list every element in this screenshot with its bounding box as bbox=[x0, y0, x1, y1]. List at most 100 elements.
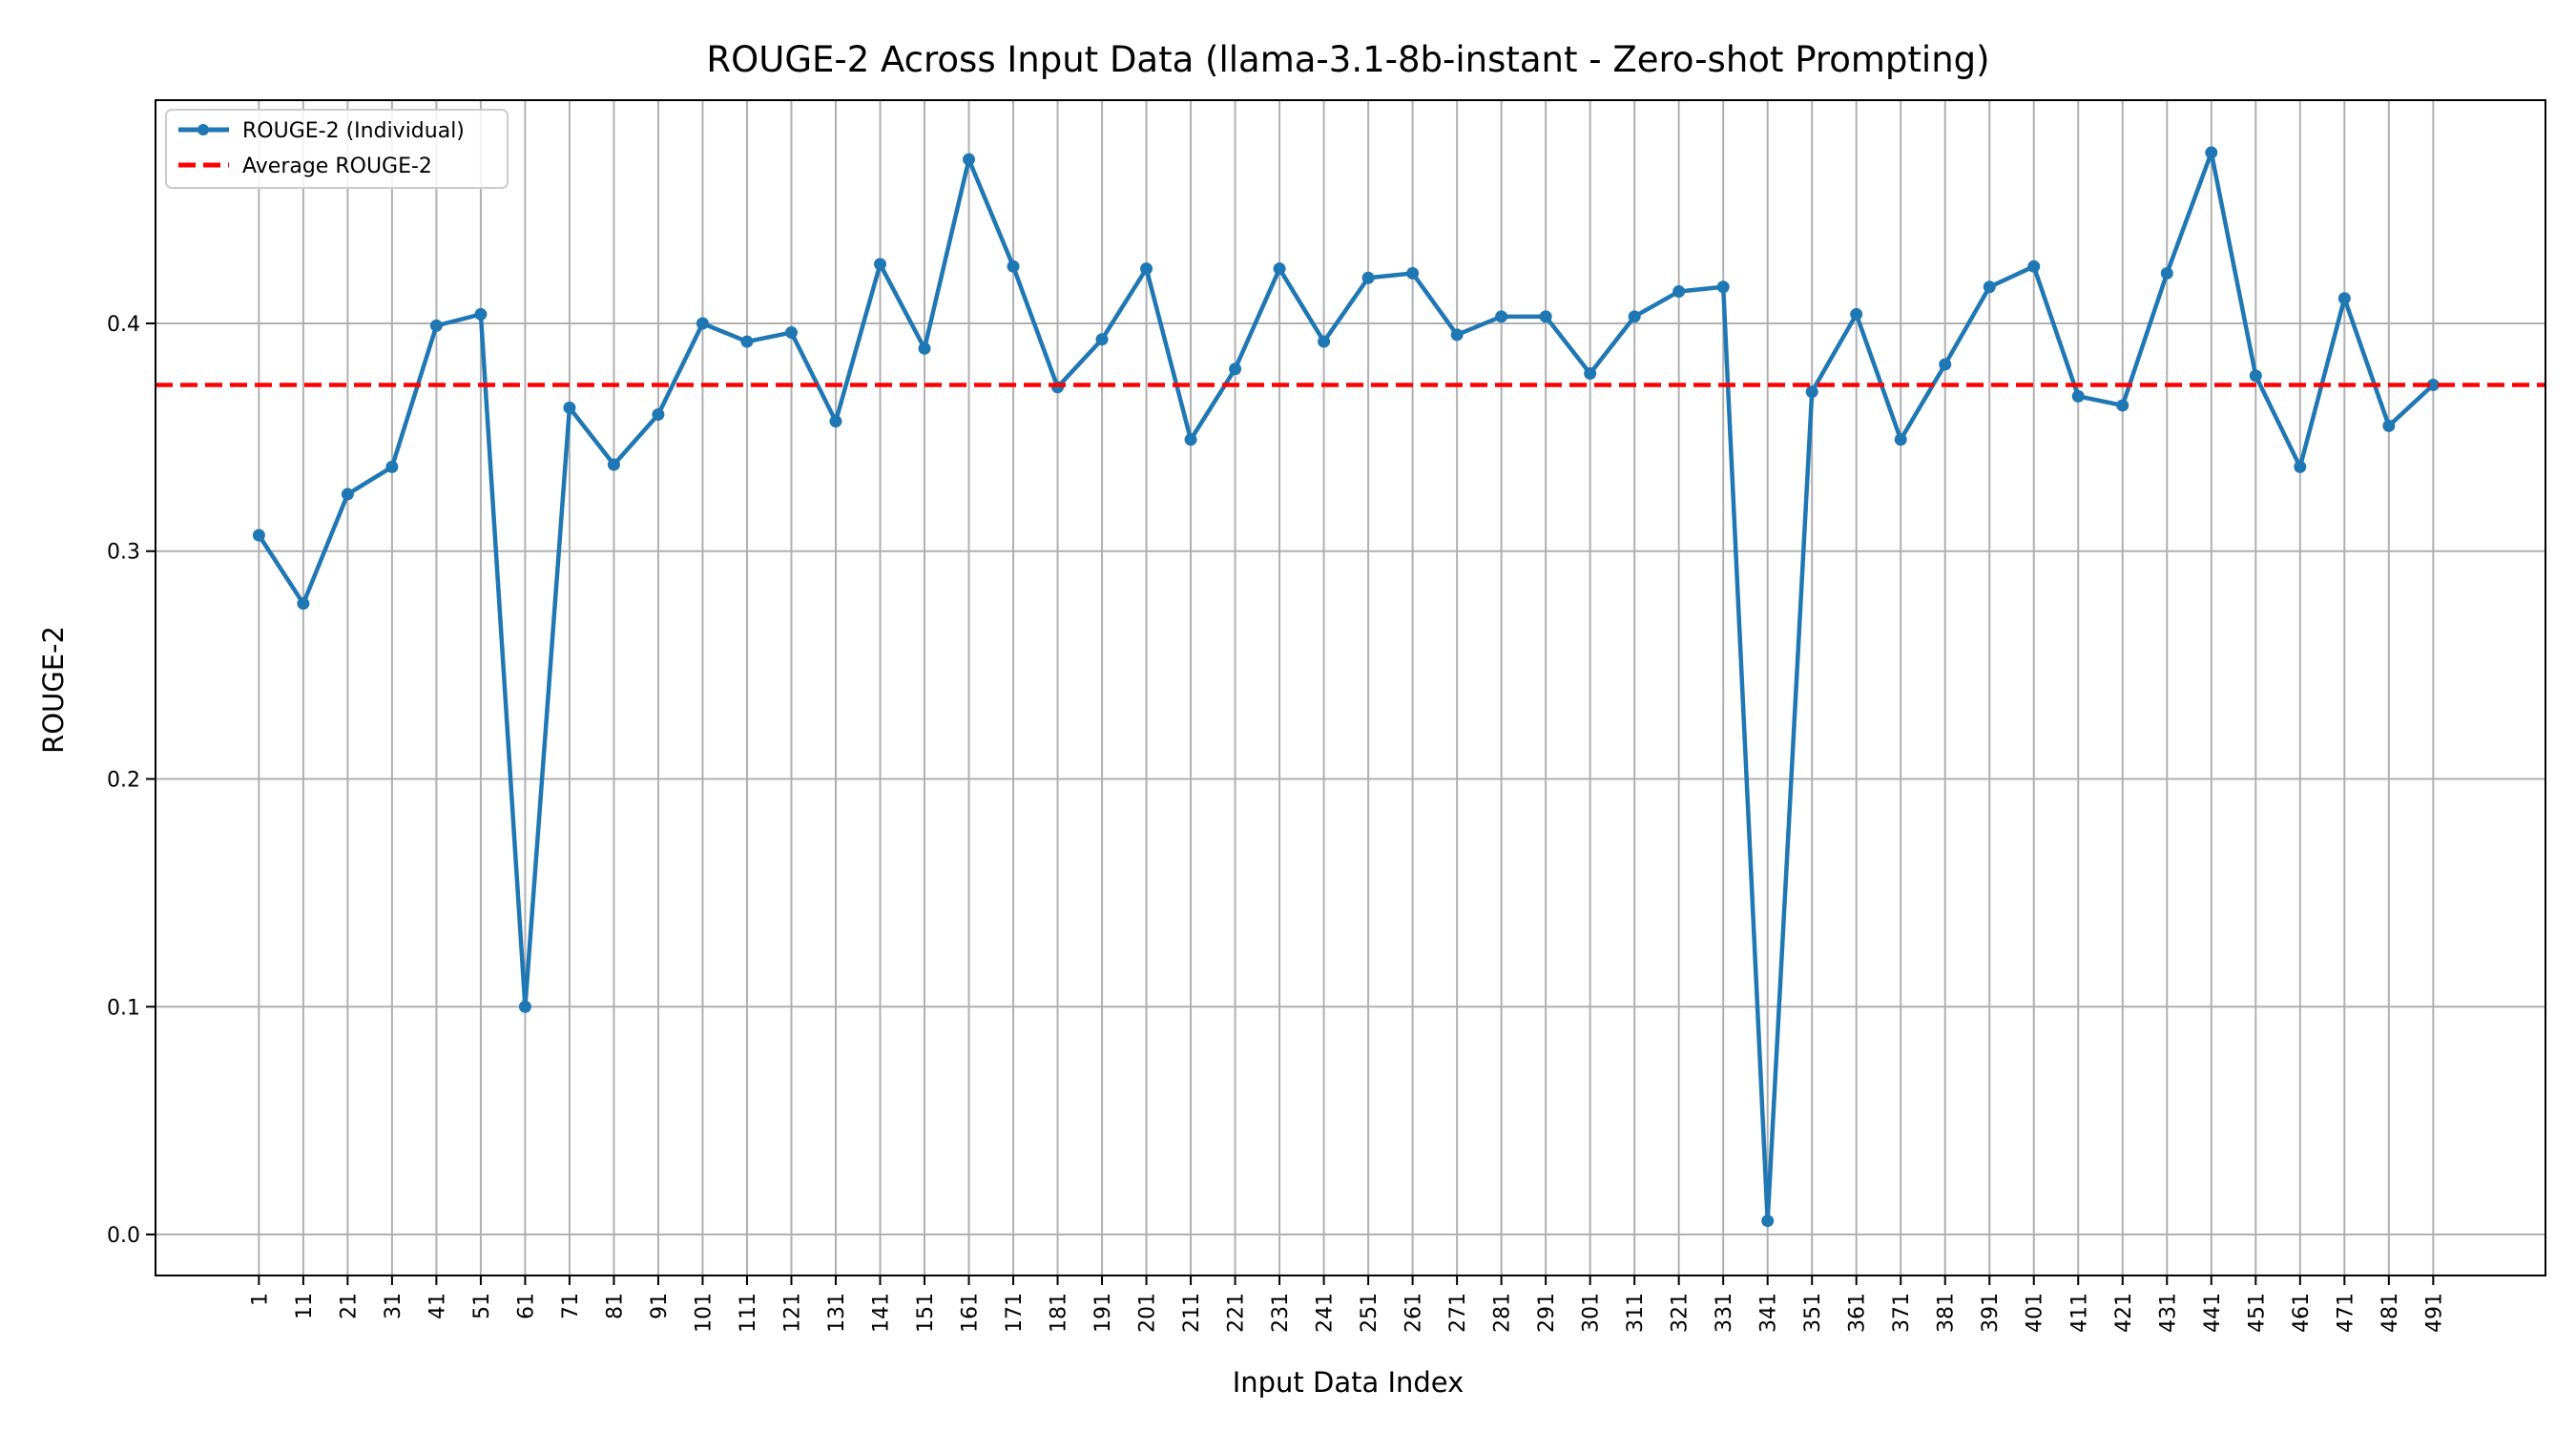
x-tick-label: 141 bbox=[869, 1293, 893, 1333]
data-point bbox=[1184, 433, 1197, 446]
data-point bbox=[1361, 271, 1375, 284]
x-tick-label: 291 bbox=[1535, 1293, 1559, 1333]
data-point bbox=[2027, 259, 2041, 273]
x-tick-label: 471 bbox=[2334, 1293, 2358, 1333]
x-tick-label: 431 bbox=[2156, 1293, 2180, 1333]
x-tick-label: 81 bbox=[603, 1293, 627, 1319]
x-tick-label: 371 bbox=[1890, 1293, 1914, 1333]
x-tick-label: 151 bbox=[914, 1293, 938, 1333]
data-point bbox=[385, 460, 399, 473]
y-tick-label: 0.3 bbox=[107, 541, 140, 565]
grid-lines bbox=[156, 100, 2545, 1275]
y-axis-label: ROUGE-2 bbox=[37, 626, 70, 754]
x-tick-label: 251 bbox=[1358, 1293, 1381, 1333]
x-tick-label: 421 bbox=[2112, 1293, 2136, 1333]
x-tick-label: 451 bbox=[2245, 1293, 2269, 1333]
x-tick-label: 351 bbox=[1801, 1293, 1825, 1333]
data-point bbox=[1939, 358, 1952, 371]
data-point bbox=[2116, 399, 2129, 412]
data-point bbox=[1318, 335, 1331, 348]
data-point bbox=[1140, 262, 1153, 276]
legend: ROUGE-2 (Individual) Average ROUGE-2 bbox=[165, 109, 509, 189]
data-point bbox=[696, 317, 709, 330]
data-point bbox=[1273, 262, 1286, 276]
y-tick-label: 0.2 bbox=[107, 769, 140, 793]
data-point bbox=[918, 342, 931, 355]
x-tick-label: 61 bbox=[514, 1293, 538, 1319]
data-point bbox=[1539, 310, 1552, 323]
data-point bbox=[740, 335, 754, 348]
data-point bbox=[2160, 266, 2173, 280]
data-point bbox=[2294, 460, 2307, 473]
x-tick-label: 341 bbox=[1757, 1293, 1781, 1333]
x-tick-label: 51 bbox=[470, 1293, 494, 1319]
x-tick-label: 21 bbox=[337, 1293, 361, 1319]
x-tick-label: 131 bbox=[825, 1293, 849, 1333]
data-point bbox=[2071, 389, 2085, 403]
series-line bbox=[257, 150, 2435, 1223]
x-tick-label: 111 bbox=[737, 1293, 760, 1333]
legend-label-average-rouge2: Average ROUGE-2 bbox=[242, 155, 432, 178]
data-point bbox=[1095, 333, 1109, 346]
x-tick-label: 401 bbox=[2024, 1293, 2047, 1333]
data-point bbox=[2382, 419, 2396, 432]
x-tick-label: 171 bbox=[1003, 1293, 1027, 1333]
y-tick-label: 0.4 bbox=[107, 313, 140, 337]
data-point bbox=[652, 407, 665, 421]
data-point bbox=[1983, 280, 1996, 294]
x-tick-label: 201 bbox=[1136, 1293, 1160, 1333]
data-point bbox=[1672, 285, 1686, 299]
x-tick-label: 441 bbox=[2201, 1293, 2225, 1333]
x-tick-label: 281 bbox=[1491, 1293, 1515, 1333]
x-tick-label: 211 bbox=[1180, 1293, 1204, 1333]
legend-box bbox=[165, 109, 509, 189]
data-point bbox=[1584, 367, 1597, 381]
x-tick-label: 411 bbox=[2067, 1293, 2091, 1333]
x-axis-ticks: 1 11 21 31 41 51 61 71 81 91 101 111 121 131 141 151 161… bbox=[248, 1275, 2446, 1333]
x-tick-label: 271 bbox=[1446, 1293, 1470, 1333]
data-point bbox=[1850, 307, 1863, 321]
x-tick-label: 221 bbox=[1225, 1293, 1249, 1333]
y-tick-label: 0.1 bbox=[107, 996, 140, 1020]
x-tick-label: 481 bbox=[2379, 1293, 2402, 1333]
x-tick-label: 161 bbox=[959, 1293, 983, 1333]
x-tick-label: 11 bbox=[293, 1293, 317, 1319]
x-tick-label: 391 bbox=[1979, 1293, 2003, 1333]
data-point bbox=[341, 487, 354, 501]
data-point bbox=[1761, 1214, 1775, 1228]
data-point bbox=[518, 1000, 531, 1013]
data-point bbox=[2426, 378, 2440, 391]
x-tick-label: 361 bbox=[1846, 1293, 1870, 1333]
legend-marker-rouge2-individual bbox=[197, 124, 209, 135]
data-point bbox=[1229, 363, 1242, 376]
x-tick-label: 121 bbox=[780, 1293, 804, 1333]
data-point bbox=[1450, 328, 1464, 342]
data-point bbox=[963, 153, 976, 166]
x-axis-label: Input Data Index bbox=[1233, 1366, 1465, 1399]
data-series bbox=[252, 146, 2440, 1228]
data-point bbox=[1716, 280, 1730, 294]
x-tick-label: 1 bbox=[248, 1293, 272, 1306]
x-tick-label: 321 bbox=[1669, 1293, 1693, 1333]
x-tick-label: 41 bbox=[426, 1293, 449, 1319]
data-point bbox=[1495, 310, 1508, 323]
data-point bbox=[1894, 433, 1907, 446]
x-tick-label: 331 bbox=[1713, 1293, 1736, 1333]
x-tick-label: 71 bbox=[559, 1293, 583, 1319]
data-point bbox=[563, 401, 576, 414]
chart-title: ROUGE-2 Across Input Data (llama-3.1-8b-… bbox=[706, 39, 1989, 80]
x-tick-label: 31 bbox=[382, 1293, 405, 1319]
y-axis-ticks: 0.0 0.1 0.2 0.3 0.4 bbox=[107, 313, 156, 1248]
x-tick-label: 241 bbox=[1314, 1293, 1338, 1333]
data-point bbox=[474, 307, 488, 321]
x-tick-label: 231 bbox=[1269, 1293, 1293, 1333]
x-tick-label: 101 bbox=[692, 1293, 716, 1333]
x-tick-label: 191 bbox=[1091, 1293, 1115, 1333]
data-point bbox=[252, 529, 265, 542]
x-tick-label: 491 bbox=[2422, 1293, 2446, 1333]
x-tick-label: 181 bbox=[1048, 1293, 1071, 1333]
data-point bbox=[429, 319, 443, 332]
y-tick-label: 0.0 bbox=[107, 1224, 140, 1248]
x-tick-label: 381 bbox=[1935, 1293, 1959, 1333]
